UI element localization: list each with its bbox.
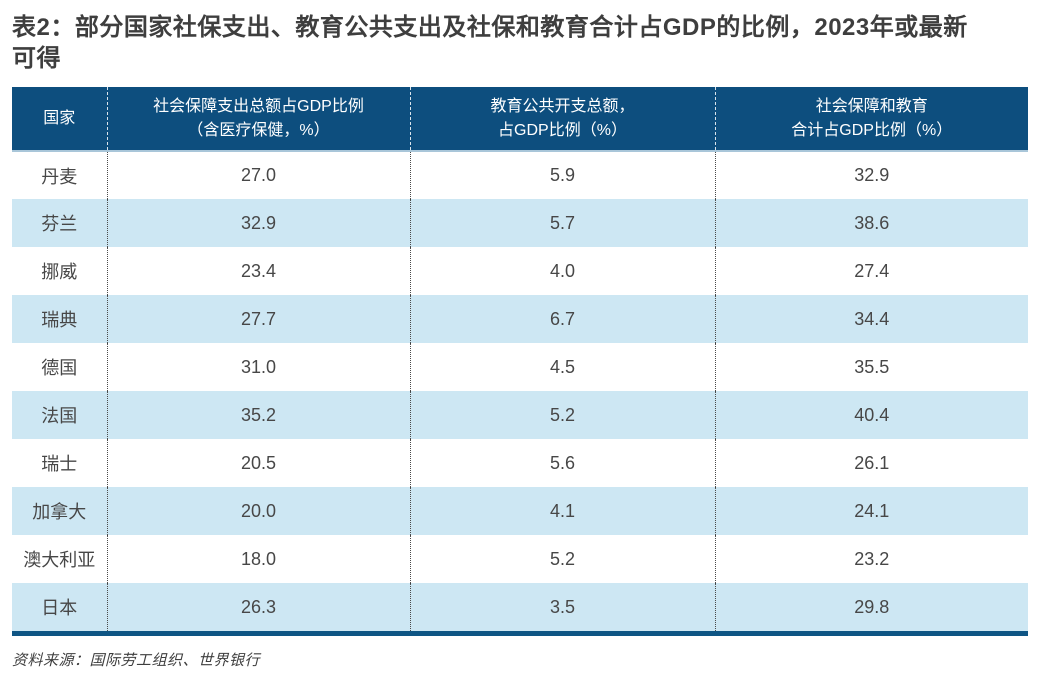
social-pct-cell: 27.7 <box>106 295 410 343</box>
education-pct-cell: 4.5 <box>409 343 715 391</box>
combined-pct-cell: 35.5 <box>714 343 1028 391</box>
table-row: 法国 35.2 5.2 40.4 <box>12 391 1028 439</box>
country-cell: 德国 <box>41 358 78 378</box>
education-pct-cell: 5.2 <box>409 391 715 439</box>
education-pct-cell: 3.5 <box>409 583 715 631</box>
country-cell: 澳大利亚 <box>23 550 96 570</box>
social-pct-cell: 35.2 <box>106 391 410 439</box>
table-body: 丹麦 27.0 5.9 32.9 芬兰 32.9 5.7 38.6 挪威 23.4 4.0 27.4 瑞… <box>12 151 1028 631</box>
table-row: 澳大利亚 18.0 5.2 23.2 <box>12 535 1028 583</box>
table-row: 瑞士 20.5 5.6 26.1 <box>12 439 1028 487</box>
education-pct-cell: 5.6 <box>409 439 715 487</box>
social-pct-cell: 31.0 <box>106 343 410 391</box>
education-pct-cell: 6.7 <box>409 295 715 343</box>
social-pct-cell: 20.5 <box>106 439 410 487</box>
social-pct-cell: 18.0 <box>106 535 410 583</box>
social-pct-cell: 20.0 <box>106 487 410 535</box>
social-pct-cell: 26.3 <box>106 583 410 631</box>
education-pct-cell: 4.0 <box>409 247 715 295</box>
table-title: 表2：部分国家社保支出、教育公共支出及社保和教育合计占GDP的比例，2023年或… <box>12 12 1028 74</box>
table-row: 丹麦 27.0 5.9 32.9 <box>12 151 1028 199</box>
country-cell: 挪威 <box>41 262 78 282</box>
education-pct-cell: 5.2 <box>409 535 715 583</box>
combined-pct-cell: 40.4 <box>714 391 1028 439</box>
col-header-social: 社会保障支出总额占GDP比例 （含医疗保健，%） <box>106 87 410 152</box>
col-header-country: 国家 <box>12 87 107 152</box>
table-row: 日本 26.3 3.5 29.8 <box>12 583 1028 631</box>
table-title-line1: 表2：部分国家社保支出、教育公共支出及社保和教育合计占GDP的比例，2023年或… <box>12 14 968 41</box>
table-row: 挪威 23.4 4.0 27.4 <box>12 247 1028 295</box>
country-cell: 日本 <box>41 598 78 618</box>
table-row: 瑞典 27.7 6.7 34.4 <box>12 295 1028 343</box>
source-note: 资料来源：国际劳工组织、世界银行 <box>12 652 261 669</box>
country-cell: 法国 <box>41 406 78 426</box>
table-row: 加拿大 20.0 4.1 24.1 <box>12 487 1028 535</box>
combined-pct-cell: 27.4 <box>714 247 1028 295</box>
combined-pct-cell: 24.1 <box>714 487 1028 535</box>
col-header-education: 教育公共开支总额， 占GDP比例（%） <box>409 87 715 152</box>
combined-pct-cell: 32.9 <box>714 151 1028 199</box>
social-pct-cell: 23.4 <box>106 247 410 295</box>
combined-pct-cell: 26.1 <box>714 439 1028 487</box>
country-cell: 加拿大 <box>32 502 87 522</box>
table-row: 芬兰 32.9 5.7 38.6 <box>12 199 1028 247</box>
country-cell: 丹麦 <box>41 166 78 187</box>
social-pct-cell: 27.0 <box>106 151 410 199</box>
combined-pct-cell: 34.4 <box>714 295 1028 343</box>
education-pct-cell: 5.7 <box>409 199 715 247</box>
data-table: 国家 社会保障支出总额占GDP比例 （含医疗保健，%） 教育公共开支总额， 占G… <box>12 87 1028 631</box>
social-pct-cell: 32.9 <box>106 199 410 247</box>
table-header-row: 国家 社会保障支出总额占GDP比例 （含医疗保健，%） 教育公共开支总额， 占G… <box>12 87 1028 152</box>
table-container: 国家 社会保障支出总额占GDP比例 （含医疗保健，%） 教育公共开支总额， 占G… <box>12 87 1028 636</box>
combined-pct-cell: 29.8 <box>714 583 1028 631</box>
education-pct-cell: 4.1 <box>409 487 715 535</box>
combined-pct-cell: 38.6 <box>714 199 1028 247</box>
combined-pct-cell: 23.2 <box>714 535 1028 583</box>
table-title-line2: 可得 <box>12 45 61 72</box>
table-row: 德国 31.0 4.5 35.5 <box>12 343 1028 391</box>
col-header-combined: 社会保障和教育 合计占GDP比例（%） <box>714 87 1028 152</box>
country-cell: 瑞士 <box>41 454 78 474</box>
country-cell: 瑞典 <box>41 310 78 330</box>
education-pct-cell: 5.9 <box>409 151 715 199</box>
country-cell: 芬兰 <box>41 214 78 234</box>
